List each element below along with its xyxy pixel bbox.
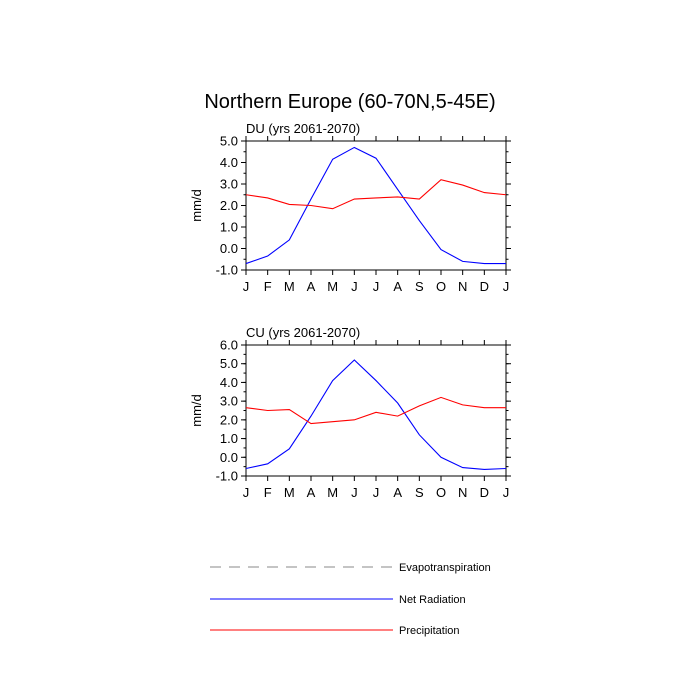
x-tick-label: J xyxy=(373,485,380,500)
legend-item: Evapotranspiration xyxy=(210,562,491,574)
x-tick-label: M xyxy=(327,279,338,294)
y-tick-label: 3.0 xyxy=(220,394,238,409)
y-axis-label: mm/d xyxy=(189,189,204,222)
series-line-precipitation xyxy=(245,179,507,210)
y-tick-label: 4.0 xyxy=(220,375,238,390)
y-tick-label: 2.0 xyxy=(220,198,238,213)
chart-panel: DU (yrs 2061-2070) -1.0 0.0 1.0 2.0 3.0 4.0 5.0… xyxy=(189,121,511,294)
x-tick-label: M xyxy=(327,485,338,500)
series-line-precipitation xyxy=(245,396,506,425)
x-tick-label: S xyxy=(415,279,424,294)
x-tick-label: M xyxy=(284,485,295,500)
x-tick-label: A xyxy=(307,279,316,294)
y-axis-label: mm/d xyxy=(189,394,204,427)
x-tick-label: F xyxy=(264,485,272,500)
series-line-net-radiation xyxy=(245,359,507,471)
x-tick-label: F xyxy=(264,279,272,294)
y-tick-label: 1.0 xyxy=(220,431,238,446)
panel-title: DU (yrs 2061-2070) xyxy=(246,121,360,136)
y-tick-label: 5.0 xyxy=(220,134,238,149)
y-tick-label: 4.0 xyxy=(220,155,238,170)
y-tick-label: 1.0 xyxy=(220,220,238,235)
legend-item: Net Radiation xyxy=(210,594,466,606)
y-tick-label: 6.0 xyxy=(220,338,238,353)
x-tick-label: D xyxy=(480,279,489,294)
x-tick-label: J xyxy=(243,279,250,294)
chart-panel: CU (yrs 2061-2070) -1.0 0.0 1.0 2.0 3.0 4.0 5.0… xyxy=(189,325,511,500)
x-tick-label: J xyxy=(503,485,510,500)
series-line-net-radiation xyxy=(245,146,506,265)
x-tick-label: J xyxy=(351,279,358,294)
y-tick-label: 5.0 xyxy=(220,356,238,371)
x-tick-label: M xyxy=(284,279,295,294)
x-tick-label: N xyxy=(458,279,467,294)
x-tick-label: J xyxy=(351,485,358,500)
plot-frame xyxy=(245,140,507,271)
x-tick-label: J xyxy=(243,485,250,500)
y-tick-label: -1.0 xyxy=(216,469,238,484)
figure-title: Northern Europe (60-70N,5-45E) xyxy=(204,91,495,113)
y-tick-label: 0.0 xyxy=(220,450,238,465)
legend-label: Precipitation xyxy=(399,625,460,637)
panel-title: CU (yrs 2061-2070) xyxy=(246,325,360,340)
x-tick-label: A xyxy=(393,279,402,294)
x-tick-label: D xyxy=(480,485,489,500)
legend-item: Precipitation xyxy=(210,625,460,637)
x-tick-label: J xyxy=(503,279,510,294)
y-tick-label: 0.0 xyxy=(220,241,238,256)
x-tick-label: S xyxy=(415,485,424,500)
x-tick-label: J xyxy=(373,279,380,294)
x-tick-label: O xyxy=(436,279,446,294)
y-tick-label: -1.0 xyxy=(216,263,238,278)
plot-frame xyxy=(245,344,507,477)
legend: Evapotranspiration Net Radiation Precipita… xyxy=(210,562,491,637)
chart-panels: DU (yrs 2061-2070) -1.0 0.0 1.0 2.0 3.0 4.0 5.0… xyxy=(189,121,511,500)
y-tick-label: 3.0 xyxy=(220,177,238,192)
legend-label: Net Radiation xyxy=(399,594,466,606)
x-tick-label: A xyxy=(393,485,402,500)
x-tick-label: O xyxy=(436,485,446,500)
legend-label: Evapotranspiration xyxy=(399,562,491,574)
x-tick-label: N xyxy=(458,485,467,500)
x-tick-label: A xyxy=(307,485,316,500)
y-tick-label: 2.0 xyxy=(220,412,238,427)
